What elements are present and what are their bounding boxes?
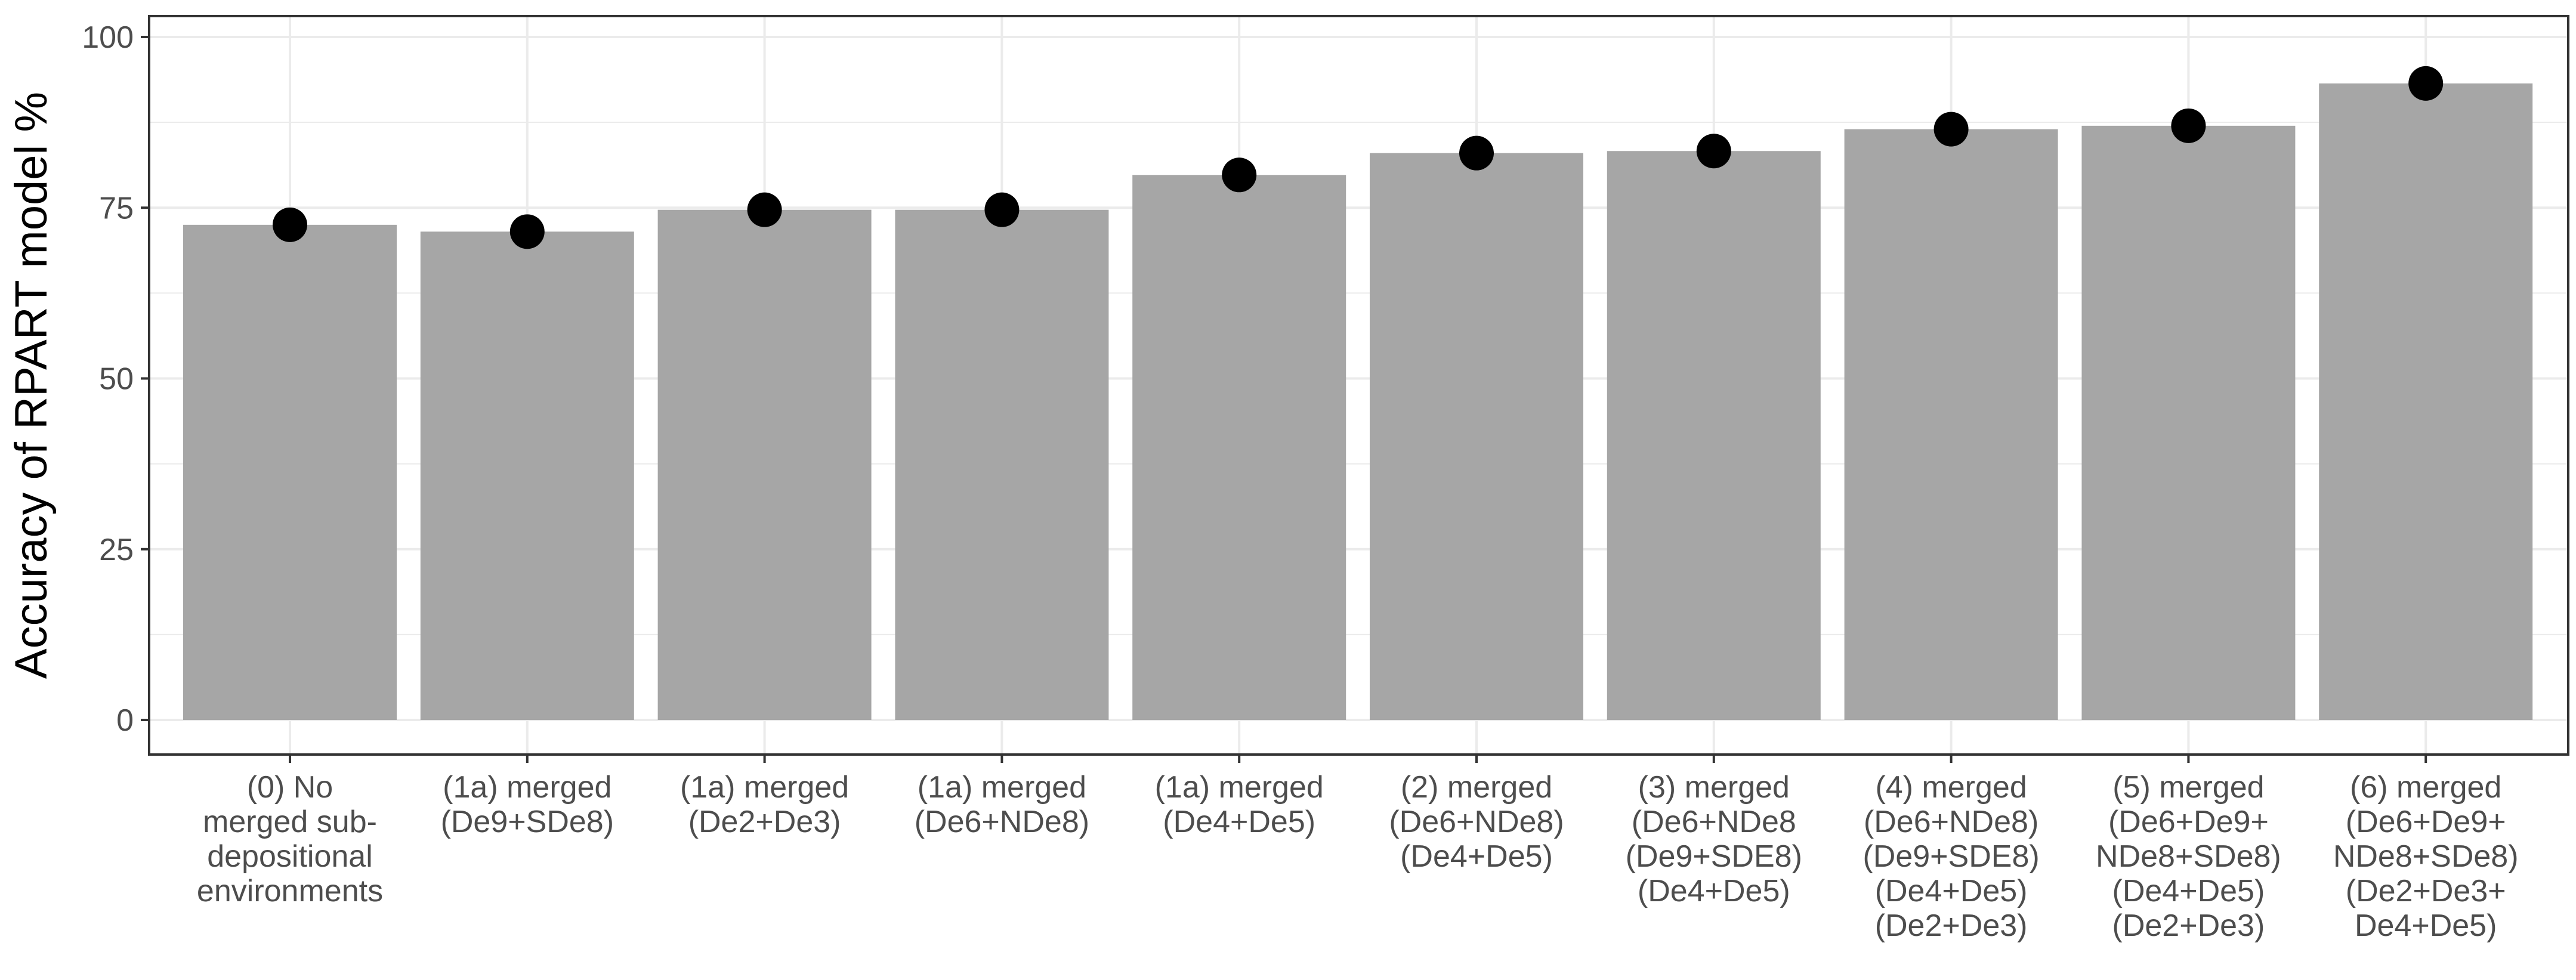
- bar: [895, 209, 1109, 720]
- x-tick-label-line: (De9+SDE8): [1862, 839, 2039, 874]
- x-tick-label-line: (De9+SDE8): [1626, 839, 1802, 874]
- panel-border: [148, 15, 2569, 756]
- x-tick-label: (1a) merged (De6+NDe8): [915, 770, 1089, 839]
- y-axis-title: Accuracy of RPART model %: [6, 92, 57, 679]
- y-tick-label: 0: [116, 703, 134, 738]
- x-tick-label-line: De4+De5): [2355, 908, 2497, 943]
- point-layer: [273, 66, 2444, 249]
- y-tick-label: 50: [99, 362, 134, 397]
- data-point: [273, 207, 307, 242]
- axis-layer: 0 25 50 75 100 (0) No merged sub-depositional e…: [82, 20, 2518, 943]
- x-tick-label: (1a) merged (De4+De5): [1155, 770, 1324, 839]
- x-tick-label-line: (De6+De9+: [2346, 805, 2506, 839]
- x-tick-label: (4) merged (De6+NDe8) (De9+SDE8) (De4+De5)(…: [1862, 770, 2039, 943]
- x-tick-label-line: (De4+De5): [1163, 805, 1315, 839]
- x-tick-label-line: (De9+SDe8): [441, 805, 614, 839]
- bar: [183, 224, 397, 720]
- x-tick-label-line: (5) merged: [2112, 770, 2264, 805]
- y-tick-label: 75: [99, 191, 134, 225]
- x-tick-label-line: depositional: [207, 839, 373, 874]
- x-tick-label-line: (6) merged: [2350, 770, 2501, 805]
- x-tick-label-line: (1a) merged: [680, 770, 849, 805]
- bar: [1607, 151, 1821, 721]
- x-tick-label-line: (De2+De3): [1875, 908, 2028, 943]
- data-point: [1222, 157, 1257, 193]
- x-tick-label-line: (De6+NDe8): [1864, 805, 2038, 839]
- x-tick-label-line: (De4+De5): [1400, 839, 1553, 874]
- x-tick-label-line: (De6+NDe8: [1632, 805, 1796, 839]
- bar: [2081, 125, 2296, 721]
- data-point: [2408, 66, 2444, 101]
- y-tick-label: 25: [99, 533, 134, 567]
- data-point: [1696, 134, 1731, 169]
- x-tick-label: (6) merged (De6+De9+ NDe8+SDe8) (De2+De3+ De…: [2333, 770, 2519, 943]
- data-point: [509, 214, 545, 249]
- bar: [657, 209, 872, 720]
- x-tick-label-line: (De4+De5): [1638, 874, 1790, 908]
- x-tick-label-line: merged sub-: [203, 805, 377, 839]
- x-tick-label-line: (0) No: [247, 770, 333, 805]
- data-point: [2171, 108, 2206, 143]
- x-tick-label-line: (2) merged: [1401, 770, 1552, 805]
- x-tick-label-line: (De2+De3): [2112, 908, 2265, 943]
- data-point: [1459, 135, 1494, 171]
- bar: [2319, 83, 2533, 721]
- x-tick-label: (2) merged (De6+NDe8) (De4+De5): [1389, 770, 1564, 874]
- x-tick-label-line: NDe8+SDe8): [2333, 839, 2519, 874]
- data-point: [984, 192, 1020, 227]
- bar: [1370, 153, 1583, 720]
- x-tick-label: (0) No merged sub-depositional environment…: [197, 770, 383, 908]
- x-tick-label-line: (1a) merged: [1155, 770, 1324, 805]
- bar: [1844, 129, 2058, 720]
- data-point: [1933, 112, 1969, 147]
- x-tick-label-line: (De6+NDe8): [1389, 805, 1564, 839]
- x-tick-label-line: (De2+De3): [688, 805, 841, 839]
- x-tick-label: (3) merged (De6+NDe8 (De9+SDE8) (De4+De5): [1626, 770, 1802, 908]
- x-tick-label: (1a) merged (De9+SDe8): [441, 770, 614, 839]
- x-tick-label-line: environments: [197, 874, 383, 908]
- bar-layer: [183, 83, 2533, 721]
- x-tick-label: (1a) merged (De2+De3): [680, 770, 849, 839]
- x-tick-label-line: (De6+De9+: [2108, 805, 2269, 839]
- x-tick-label-line: (De4+De5): [1875, 874, 2028, 908]
- x-tick-label-line: (De2+De3+: [2346, 874, 2506, 908]
- bar: [420, 231, 634, 720]
- x-tick-label-line: (1a) merged: [443, 770, 611, 805]
- x-tick-label-line: (4) merged: [1875, 770, 2027, 805]
- data-point: [747, 192, 782, 227]
- x-tick-label-line: NDe8+SDe8): [2096, 839, 2281, 874]
- x-tick-label-line: (De6+NDe8): [915, 805, 1089, 839]
- x-tick-label-line: (1a) merged: [918, 770, 1086, 805]
- y-tick-label: 100: [82, 20, 134, 55]
- x-tick-label-line: (De4+De5): [2112, 874, 2265, 908]
- x-tick-label-line: (3) merged: [1638, 770, 1790, 805]
- bar: [1132, 175, 1346, 720]
- x-tick-label: (5) merged (De6+De9+ NDe8+SDe8) (De4+De5) (D…: [2096, 770, 2281, 943]
